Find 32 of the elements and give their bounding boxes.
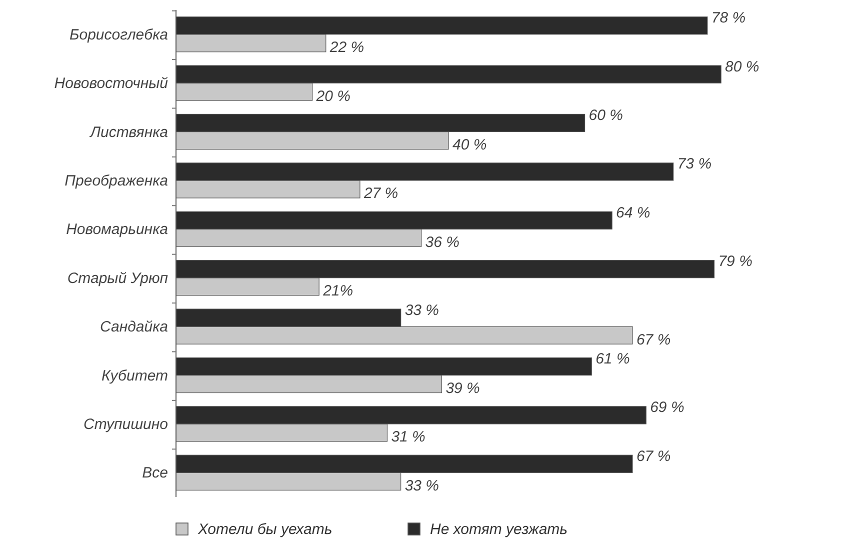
y-tick-label: Преображенка (64, 172, 168, 190)
data-label: 39 % (446, 380, 480, 398)
data-label: 60 % (588, 106, 623, 124)
data-label: 79 % (718, 253, 752, 270)
y-tick-label: Все (142, 464, 168, 482)
data-label: 69 % (650, 399, 684, 416)
data-label: 78 % (711, 10, 746, 27)
y-tick-label: Борисоглебка (69, 26, 168, 44)
legend-label: Не хотят уезжать (430, 521, 568, 538)
data-label: 20 % (315, 88, 350, 105)
data-label: 36 % (425, 234, 460, 251)
y-tick-label: Новомарьинка (66, 221, 168, 238)
data-label: 67 % (636, 331, 671, 348)
y-tick-label: Старый Урюп (67, 270, 168, 287)
legend-label: Хотели бы уехать (197, 521, 332, 538)
data-label: 22 % (328, 39, 364, 56)
y-tick-label: Кубитет (102, 367, 168, 384)
data-label: 33 % (404, 477, 440, 494)
y-tick-label: Ступишино (84, 416, 168, 433)
data-label: 27 % (362, 185, 398, 202)
data-label: 64 % (616, 204, 650, 222)
data-label: 31 % (391, 428, 426, 446)
y-tick-label: Листвянка (89, 124, 168, 141)
data-label: 33 % (404, 302, 440, 319)
data-label: 61 % (596, 350, 630, 368)
data-label: 67 % (636, 448, 671, 465)
data-label: 21% (322, 282, 354, 300)
data-label: 80 % (725, 58, 760, 76)
y-tick-label: Нововосточный (54, 75, 169, 92)
data-label: 40 % (452, 136, 487, 154)
data-label: 73 % (677, 156, 712, 173)
y-tick-label: Сандайка (100, 318, 168, 336)
